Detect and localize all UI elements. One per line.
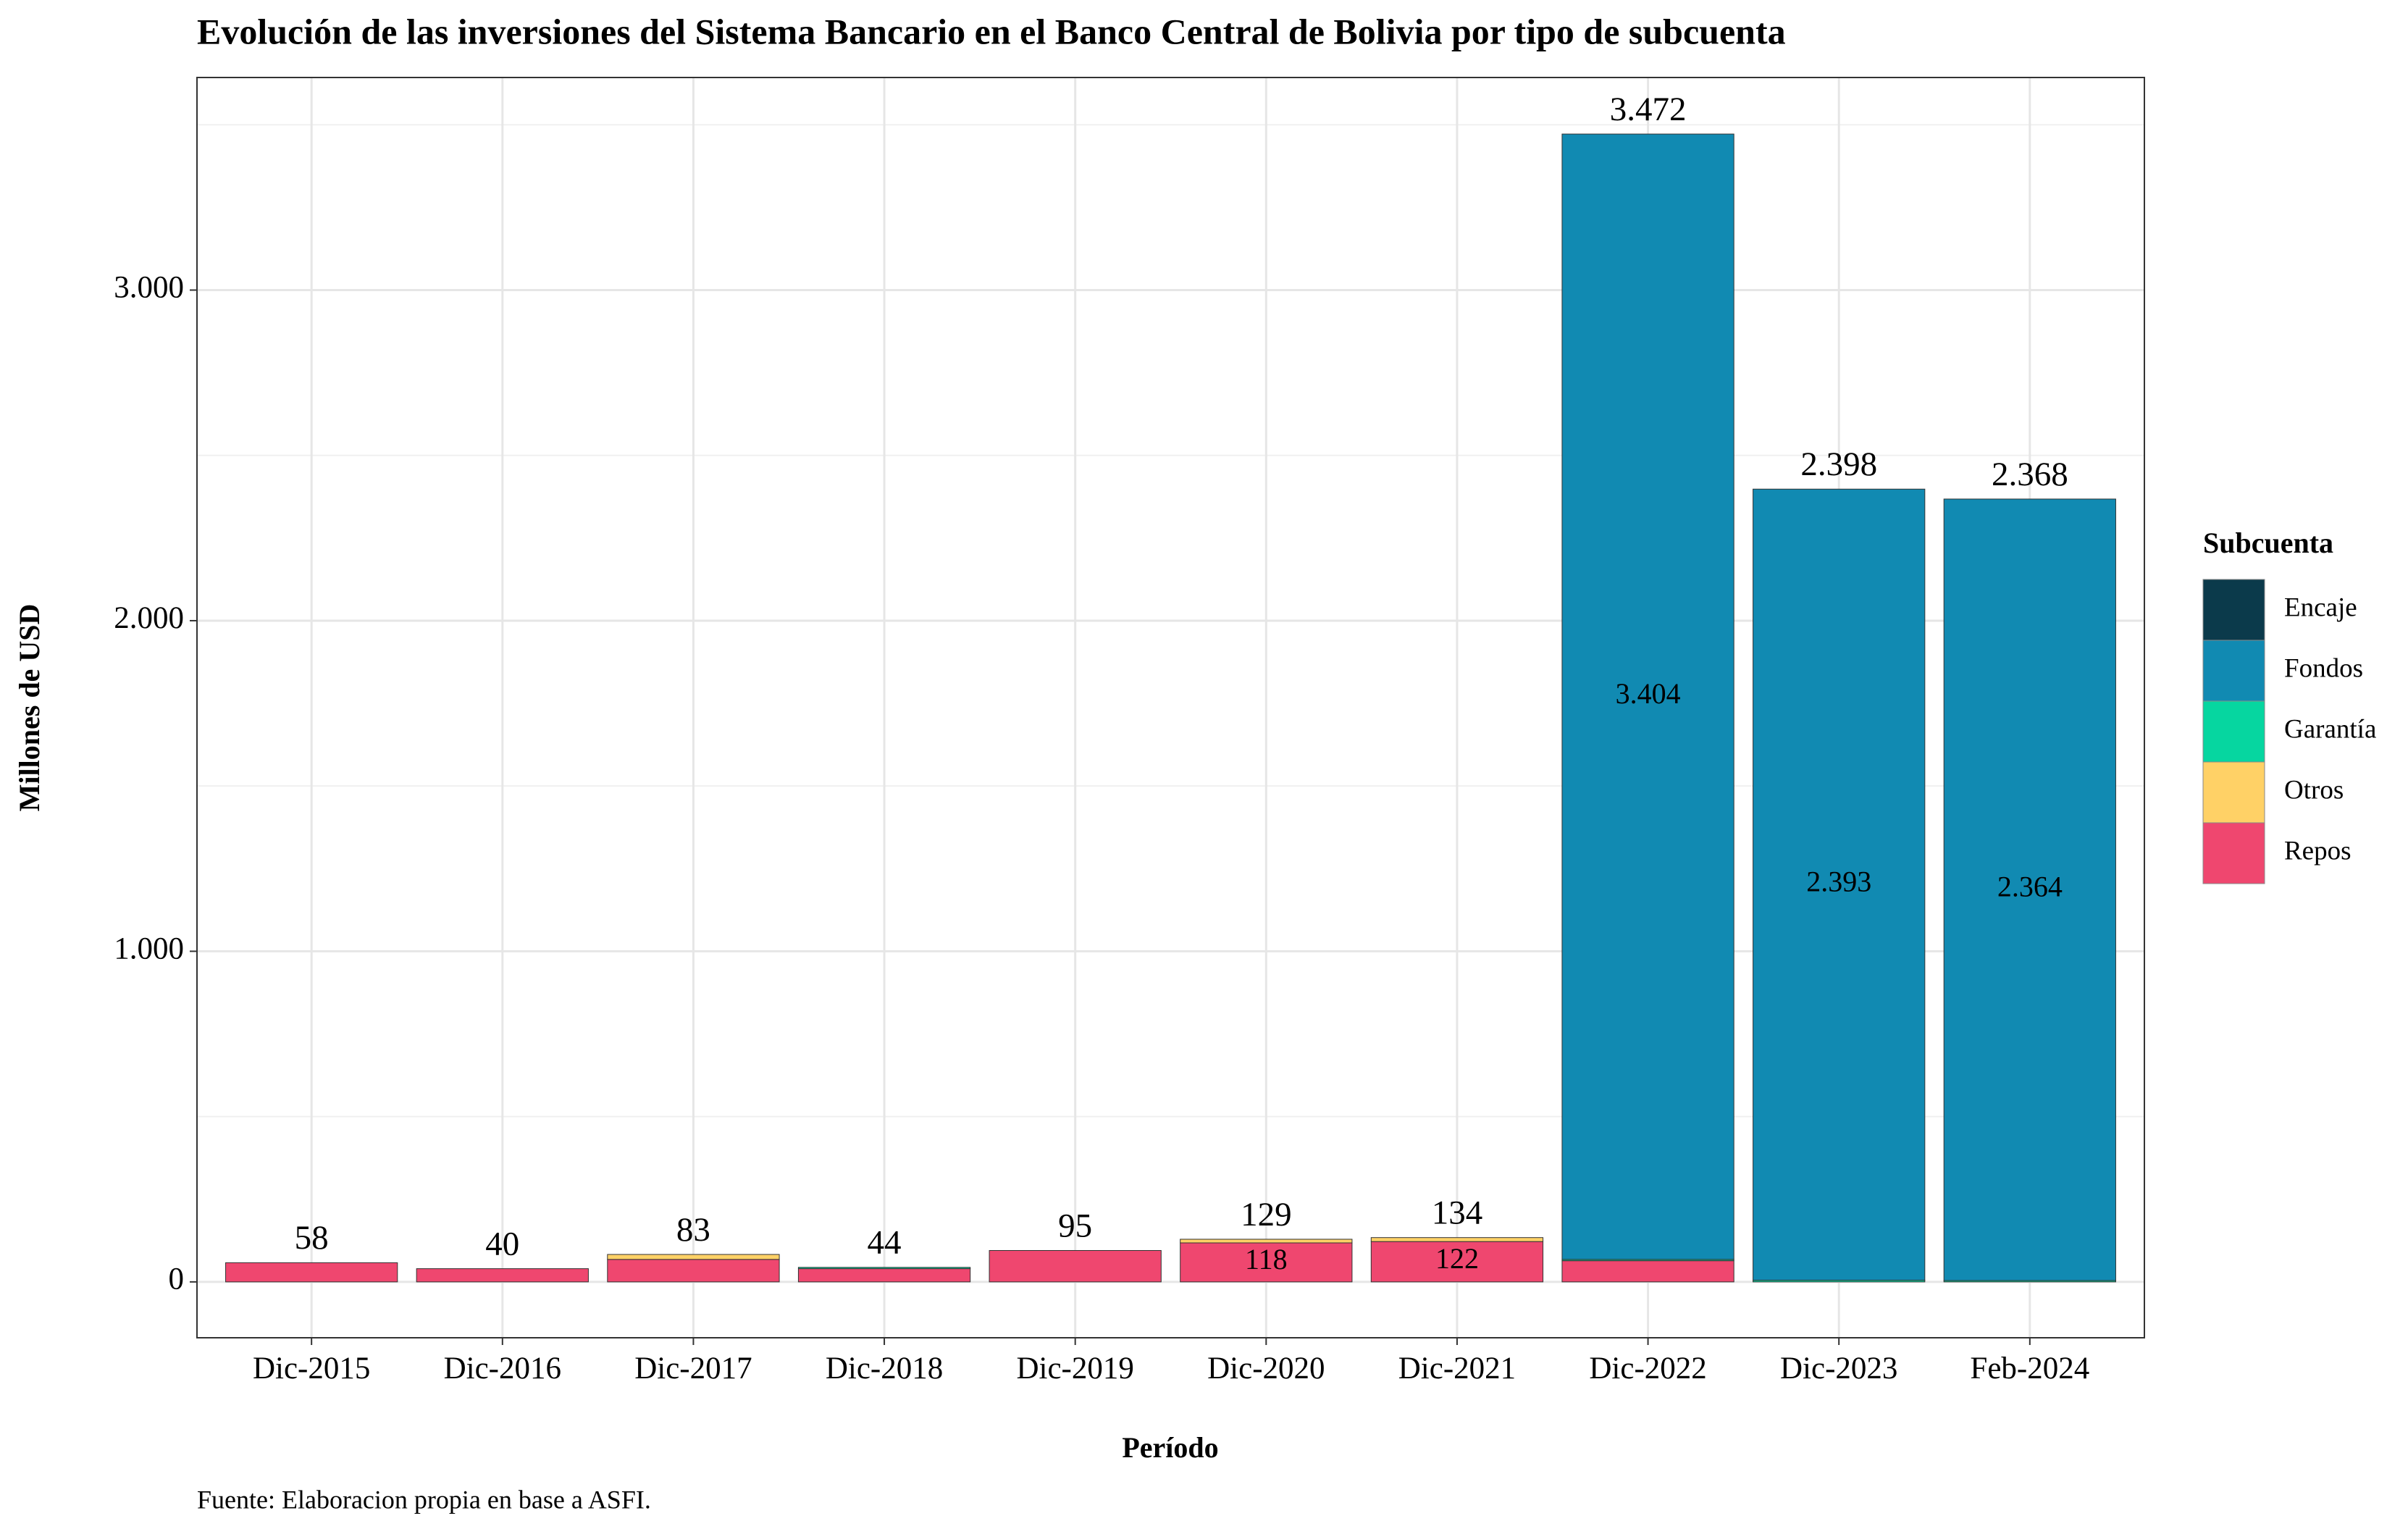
total-label: 40: [485, 1225, 519, 1262]
bar-segment: [225, 1262, 398, 1283]
x-tick-label: Feb-2024: [1970, 1352, 2089, 1386]
segment-label: 3.404: [1616, 677, 1681, 710]
bar-segment: [607, 1259, 780, 1283]
y-axis-title: Millones de USD: [13, 604, 46, 812]
legend-label: Repos: [2284, 836, 2352, 866]
x-tick-label: Dic-2018: [826, 1352, 943, 1386]
total-label: 3.472: [1610, 91, 1687, 128]
bar-segment: [1370, 1237, 1544, 1242]
total-label: 134: [1432, 1194, 1483, 1231]
x-tick-label: Dic-2016: [444, 1352, 561, 1386]
bar-segment: [1180, 1242, 1353, 1283]
bar-segment: [1561, 1260, 1734, 1283]
segment-label: 122: [1435, 1242, 1479, 1275]
x-tick-label: Dic-2021: [1398, 1352, 1516, 1386]
bar-segment: [1943, 498, 2116, 1281]
bar-segment: [797, 1268, 971, 1283]
total-label: 83: [676, 1211, 710, 1249]
total-label: 2.398: [1800, 445, 1877, 483]
legend-key: [2202, 579, 2265, 641]
x-tick-label: Dic-2015: [253, 1352, 370, 1386]
total-label: 129: [1241, 1196, 1292, 1233]
legend-key: [2202, 640, 2265, 702]
total-label: 2.368: [1992, 456, 2068, 493]
legend-label: Otros: [2284, 775, 2344, 805]
total-label: 95: [1058, 1207, 1092, 1244]
legend-label: Garantía: [2284, 714, 2376, 744]
bar-segment: [1180, 1239, 1353, 1244]
caption: Fuente: Elaboracion propia en base a ASF…: [197, 1485, 651, 1514]
chart-title: Evolución de las inversiones del Sistema…: [197, 11, 1786, 51]
legend-label: Encaje: [2284, 592, 2357, 622]
x-axis-title: Período: [1122, 1431, 1218, 1464]
bar-segment: [1561, 133, 1734, 1260]
bar-segment: [607, 1254, 780, 1260]
x-tick-label: Dic-2020: [1207, 1352, 1325, 1386]
bar-segment: [1753, 488, 1926, 1281]
legend-key: [2202, 822, 2265, 884]
bar-segment: [797, 1267, 971, 1270]
legend-key: [2202, 700, 2265, 763]
legend-title: Subcuenta: [2203, 527, 2333, 559]
x-tick-label: Dic-2022: [1589, 1352, 1706, 1386]
bar-segment: [416, 1268, 589, 1283]
segment-label: 2.364: [1997, 871, 2063, 903]
bar-segment: [989, 1249, 1162, 1283]
x-tick-label: Dic-2019: [1016, 1352, 1133, 1386]
x-tick-label: Dic-2023: [1780, 1352, 1897, 1386]
bar-segment: [1370, 1241, 1544, 1283]
segment-label: 118: [1245, 1243, 1288, 1275]
legend-key: [2202, 761, 2265, 824]
y-tick-label: 1.000: [114, 931, 184, 965]
y-tick-label: 3.000: [114, 270, 184, 304]
x-tick-label: Dic-2017: [634, 1352, 752, 1386]
y-tick-label: 2.000: [114, 601, 184, 635]
y-tick-label: 0: [169, 1262, 185, 1296]
panel-border: [196, 77, 2145, 1338]
segment-label: 2.393: [1806, 866, 1871, 898]
total-label: 44: [868, 1224, 902, 1262]
legend-label: Fondos: [2284, 653, 2363, 683]
total-label: 58: [295, 1219, 329, 1257]
